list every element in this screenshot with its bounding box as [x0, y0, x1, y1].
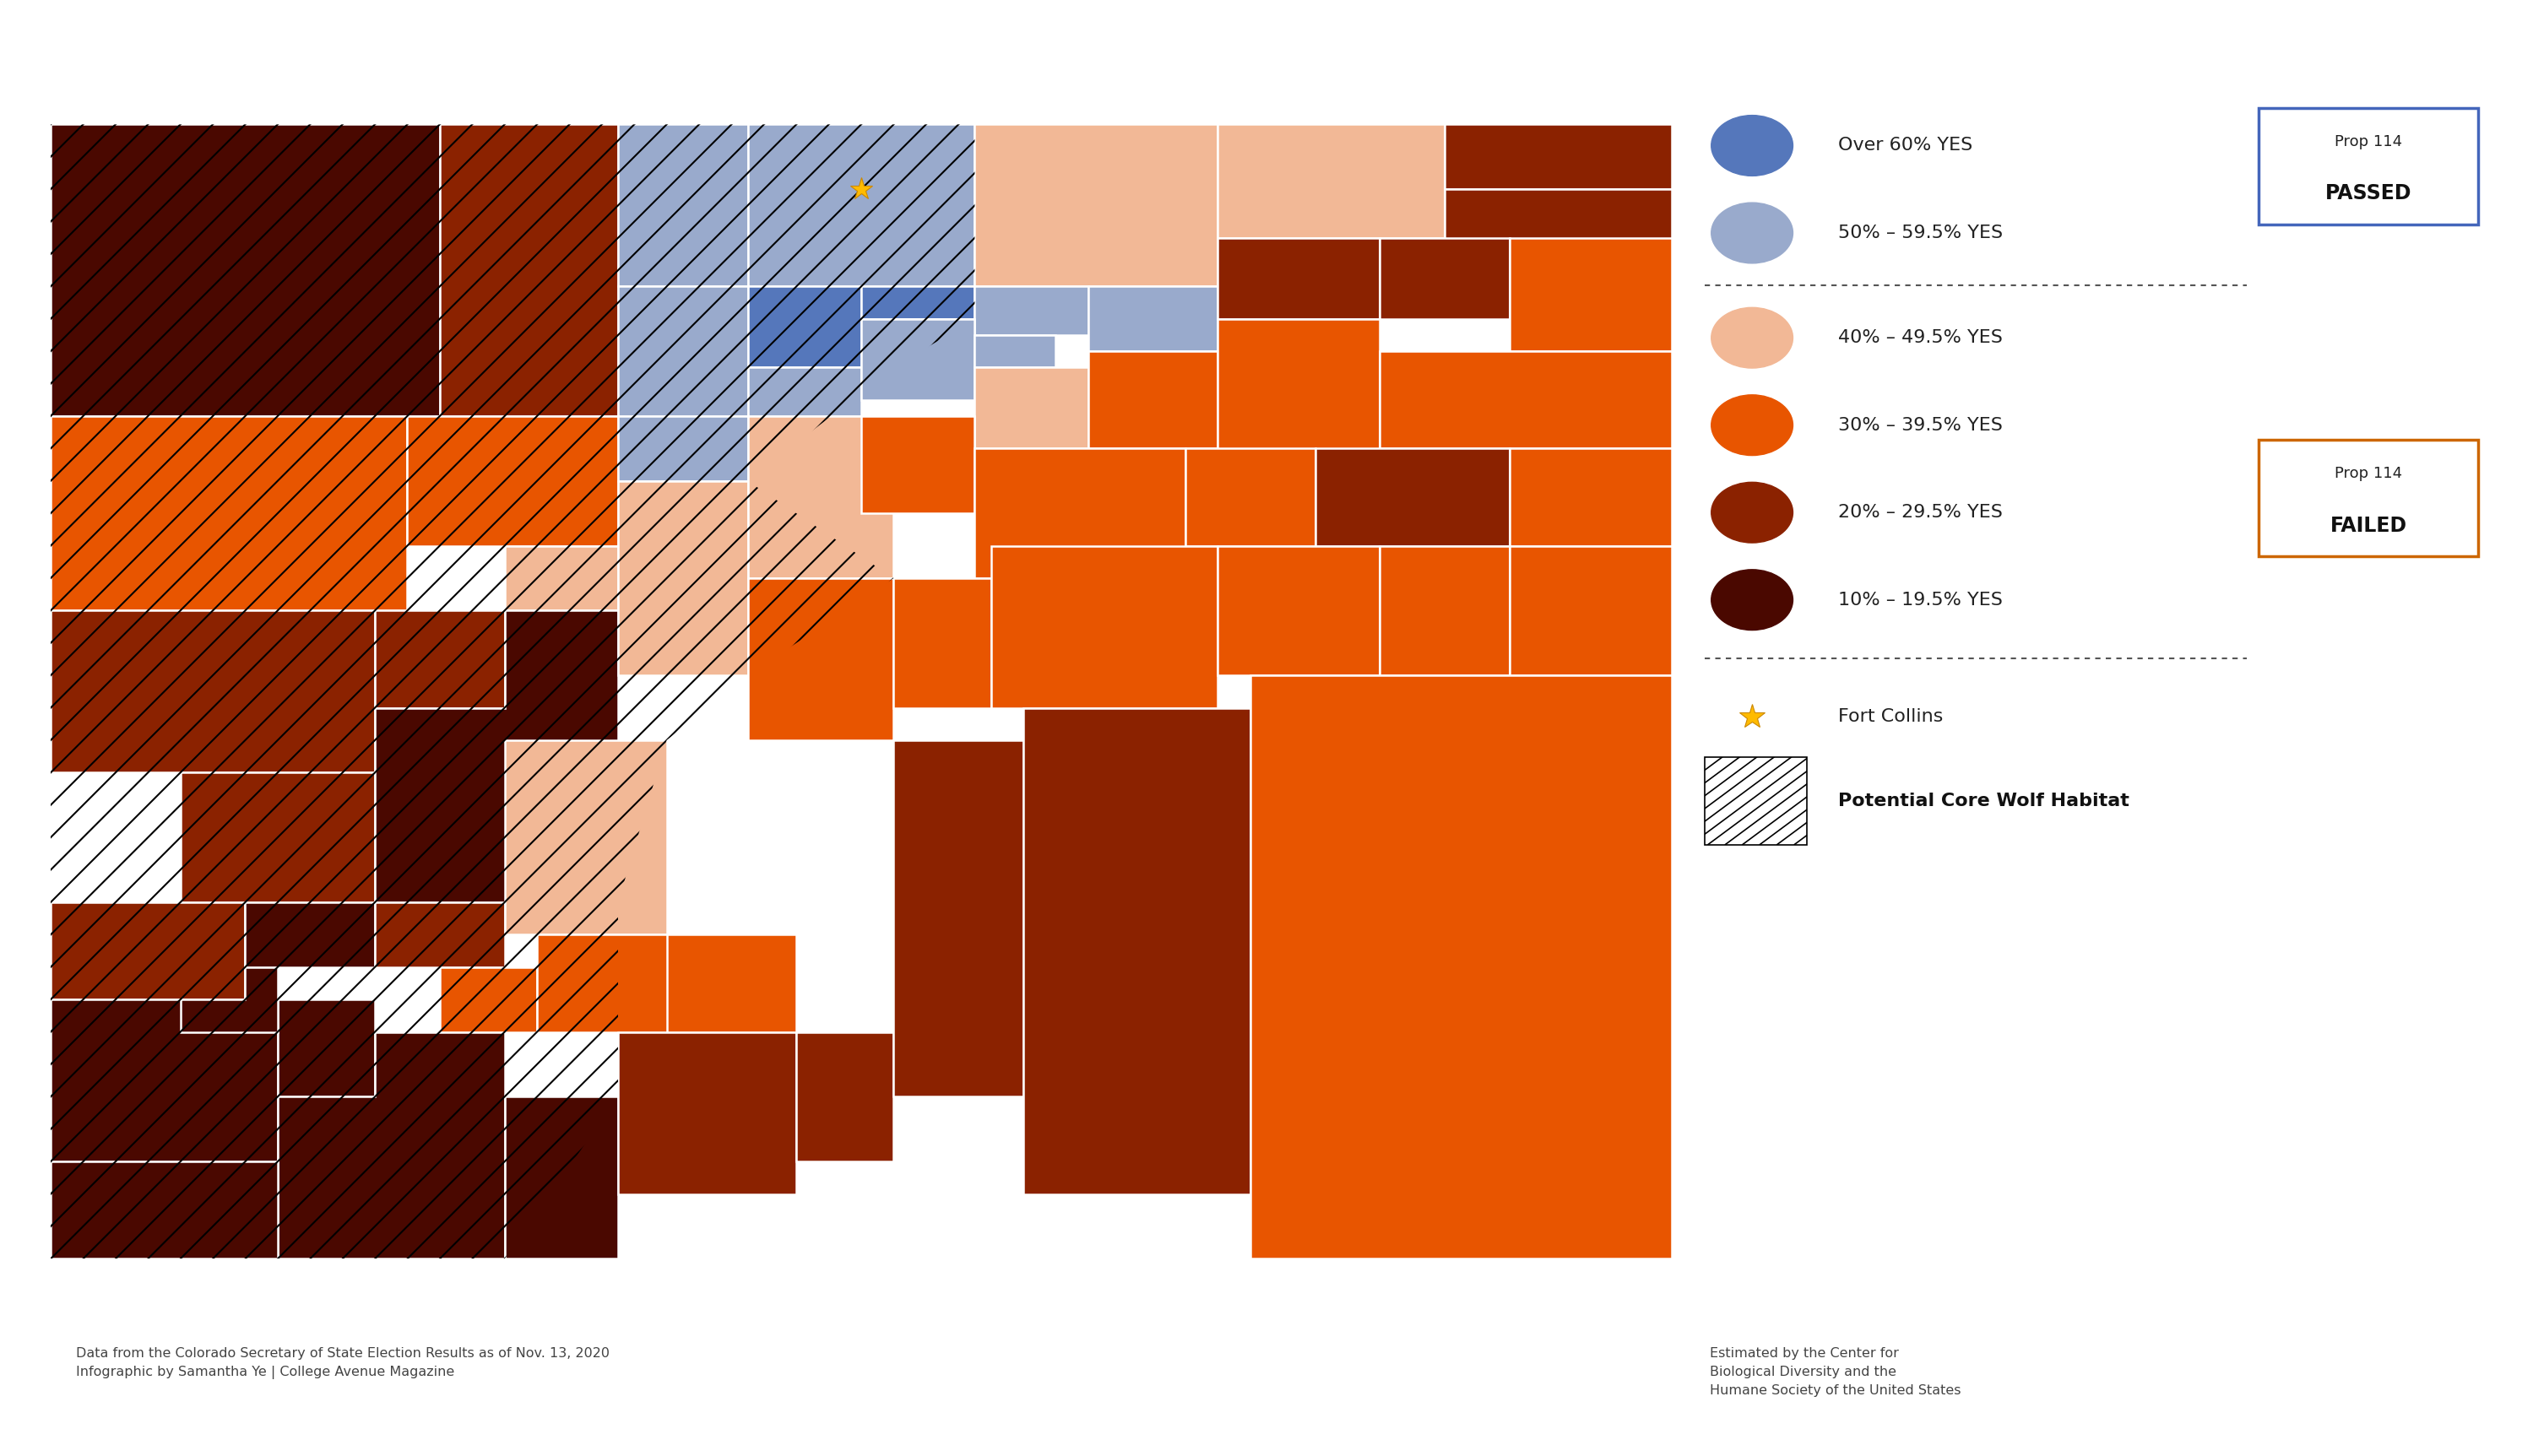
- Polygon shape: [537, 935, 699, 1032]
- Circle shape: [1712, 569, 1793, 630]
- Polygon shape: [618, 287, 747, 416]
- Polygon shape: [1380, 546, 1510, 676]
- Polygon shape: [747, 367, 861, 416]
- Text: Potential Core Wolf Habitat: Potential Core Wolf Habitat: [1839, 792, 2130, 810]
- Polygon shape: [747, 124, 975, 287]
- Polygon shape: [618, 416, 747, 480]
- Polygon shape: [504, 546, 618, 610]
- Text: 40% – 49.5% YES: 40% – 49.5% YES: [1839, 329, 2004, 347]
- Polygon shape: [279, 1032, 504, 1259]
- Polygon shape: [1089, 351, 1218, 448]
- Circle shape: [1712, 482, 1793, 543]
- Polygon shape: [375, 903, 504, 967]
- Polygon shape: [1510, 546, 1672, 676]
- Polygon shape: [894, 319, 975, 351]
- Polygon shape: [747, 287, 861, 367]
- Circle shape: [1712, 395, 1793, 456]
- Text: PASSED: PASSED: [2325, 183, 2411, 204]
- FancyBboxPatch shape: [2259, 108, 2477, 224]
- Polygon shape: [51, 1162, 279, 1259]
- Circle shape: [1712, 202, 1793, 264]
- Polygon shape: [975, 448, 1185, 578]
- Polygon shape: [975, 335, 1056, 367]
- Polygon shape: [618, 1032, 795, 1194]
- Polygon shape: [408, 124, 618, 546]
- Polygon shape: [861, 287, 975, 319]
- Polygon shape: [51, 610, 375, 773]
- Polygon shape: [975, 367, 1089, 448]
- Polygon shape: [1251, 676, 1672, 1259]
- Polygon shape: [51, 999, 279, 1162]
- Polygon shape: [1089, 287, 1218, 351]
- Polygon shape: [747, 416, 894, 578]
- Polygon shape: [1218, 124, 1444, 237]
- Polygon shape: [1510, 237, 1672, 351]
- Polygon shape: [1380, 351, 1672, 448]
- Polygon shape: [975, 124, 1218, 287]
- Text: Prop 114: Prop 114: [2335, 466, 2401, 480]
- Polygon shape: [975, 287, 1089, 335]
- Polygon shape: [408, 416, 618, 546]
- Polygon shape: [1218, 237, 1380, 319]
- Bar: [1705, 757, 1806, 844]
- Polygon shape: [51, 416, 408, 610]
- Text: 20% – 29.5% YES: 20% – 29.5% YES: [1839, 504, 2004, 521]
- Bar: [1705, 757, 1806, 844]
- Polygon shape: [1185, 448, 1315, 546]
- Circle shape: [1712, 307, 1793, 368]
- Text: 50% – 59.5% YES: 50% – 59.5% YES: [1839, 224, 2004, 242]
- FancyBboxPatch shape: [2259, 440, 2477, 556]
- Text: Fort Collins: Fort Collins: [1839, 708, 1943, 725]
- Polygon shape: [894, 740, 1023, 1096]
- Text: Estimated by the Center for
Biological Diversity and the
Humane Society of the U: Estimated by the Center for Biological D…: [1710, 1347, 1961, 1396]
- Polygon shape: [1218, 319, 1380, 480]
- Polygon shape: [1218, 546, 1380, 676]
- Polygon shape: [375, 610, 618, 903]
- Polygon shape: [1444, 189, 1672, 287]
- Text: Over 60% YES: Over 60% YES: [1839, 137, 1973, 154]
- Polygon shape: [990, 546, 1218, 708]
- Polygon shape: [51, 124, 441, 546]
- Polygon shape: [375, 610, 504, 708]
- Polygon shape: [666, 935, 795, 1032]
- Text: 30% – 39.5% YES: 30% – 39.5% YES: [1839, 416, 2004, 434]
- Polygon shape: [747, 578, 894, 740]
- Polygon shape: [618, 480, 747, 676]
- Polygon shape: [1444, 124, 1672, 189]
- Polygon shape: [861, 416, 975, 514]
- Polygon shape: [894, 578, 990, 708]
- Polygon shape: [504, 1096, 618, 1259]
- Text: 10% – 19.5% YES: 10% – 19.5% YES: [1839, 591, 2004, 609]
- Polygon shape: [795, 1032, 894, 1162]
- Polygon shape: [1380, 237, 1510, 319]
- Text: Data from the Colorado Secretary of State Election Results as of Nov. 13, 2020
I: Data from the Colorado Secretary of Stat…: [76, 1347, 610, 1379]
- Polygon shape: [246, 903, 375, 967]
- Polygon shape: [504, 740, 666, 935]
- Text: FAILED: FAILED: [2330, 515, 2406, 536]
- Polygon shape: [1510, 448, 1672, 546]
- Polygon shape: [180, 773, 375, 903]
- Polygon shape: [279, 999, 375, 1096]
- Polygon shape: [1023, 708, 1251, 1194]
- Polygon shape: [441, 967, 537, 1032]
- Polygon shape: [180, 967, 279, 1032]
- Polygon shape: [618, 124, 747, 287]
- Text: Prop 114: Prop 114: [2335, 134, 2401, 149]
- Polygon shape: [1315, 448, 1510, 546]
- Polygon shape: [861, 319, 975, 400]
- Circle shape: [1712, 115, 1793, 176]
- Polygon shape: [51, 903, 246, 999]
